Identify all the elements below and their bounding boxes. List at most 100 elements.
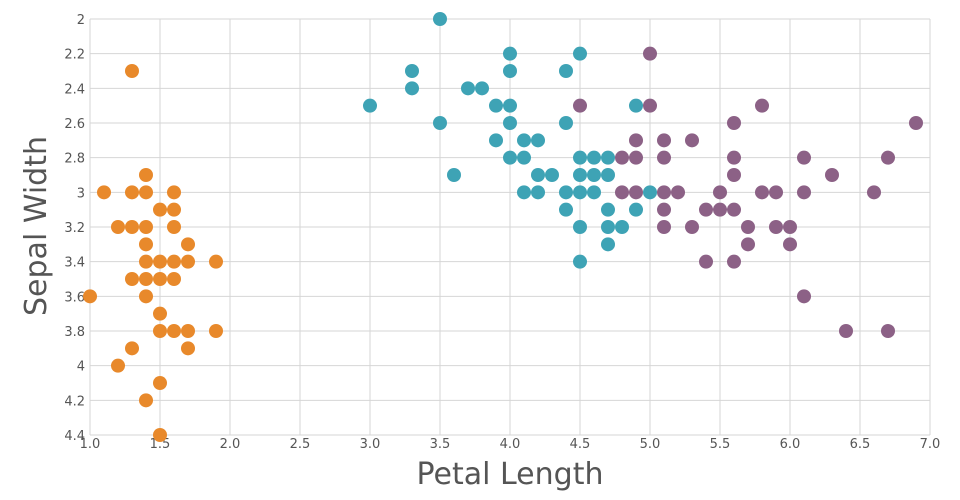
y-tick-label: 3.2 <box>64 221 85 236</box>
data-point <box>503 64 517 78</box>
data-point <box>405 64 419 78</box>
data-point <box>461 81 475 96</box>
data-point <box>587 150 601 165</box>
data-point <box>727 150 741 165</box>
data-point <box>769 220 783 234</box>
data-point <box>783 220 797 234</box>
data-point <box>909 116 923 130</box>
data-point <box>209 324 223 338</box>
y-tick-label: 3.6 <box>64 290 85 305</box>
data-point <box>769 185 783 200</box>
data-point <box>657 150 671 165</box>
data-point <box>713 202 727 217</box>
data-point <box>671 185 685 200</box>
data-point <box>153 254 167 269</box>
data-point <box>503 150 517 165</box>
y-tick-label: 2 <box>77 13 85 28</box>
x-tick-label: 5.5 <box>710 437 731 452</box>
y-tick-label: 2.6 <box>64 117 85 132</box>
data-point <box>167 220 181 234</box>
data-point <box>783 237 797 252</box>
data-point <box>699 254 713 269</box>
y-tick-label: 3.4 <box>64 256 85 271</box>
data-point <box>139 237 153 252</box>
x-tick-label: 3.0 <box>360 437 381 452</box>
y-axis-title: Sepal Width <box>19 136 54 316</box>
x-tick-label: 4.5 <box>570 437 591 452</box>
data-point <box>601 220 615 234</box>
series-2 <box>573 46 923 338</box>
x-axis-title: Petal Length <box>417 457 604 492</box>
data-point <box>125 185 139 200</box>
x-tick-label: 1.0 <box>80 437 101 452</box>
data-point <box>531 133 545 148</box>
y-tick-label: 4.4 <box>64 429 85 444</box>
data-point <box>629 185 643 200</box>
x-tick-label: 6.0 <box>780 437 801 452</box>
data-point <box>545 168 559 182</box>
data-point <box>573 150 587 165</box>
data-point <box>167 254 181 269</box>
data-point <box>755 98 769 113</box>
data-point <box>125 220 139 234</box>
data-point <box>685 220 699 234</box>
data-point <box>741 220 755 234</box>
y-tick-label: 2.4 <box>64 82 85 97</box>
data-point <box>657 133 671 148</box>
data-point <box>615 150 629 165</box>
data-point <box>97 185 111 200</box>
data-point <box>643 185 657 200</box>
data-point <box>433 116 447 130</box>
data-point <box>153 376 167 390</box>
data-point <box>629 202 643 217</box>
data-point <box>573 46 587 61</box>
data-point <box>559 202 573 217</box>
y-tick-label: 2.8 <box>64 152 85 167</box>
data-point <box>447 168 461 182</box>
data-point <box>181 254 195 269</box>
data-point <box>125 64 139 78</box>
data-point <box>125 341 139 356</box>
data-point <box>559 116 573 130</box>
x-tick-label: 4.0 <box>500 437 521 452</box>
data-point <box>181 324 195 338</box>
data-point <box>153 324 167 338</box>
data-point <box>181 341 195 356</box>
data-point <box>139 393 153 408</box>
data-point <box>881 150 895 165</box>
data-point <box>167 185 181 200</box>
data-point <box>573 98 587 113</box>
data-point <box>643 46 657 61</box>
data-point <box>125 272 139 286</box>
data-point <box>209 254 223 269</box>
data-points <box>83 12 923 442</box>
data-point <box>153 202 167 217</box>
data-point <box>83 289 97 304</box>
x-tick-label: 2.0 <box>220 437 241 452</box>
y-tick-label: 2.2 <box>64 48 85 63</box>
x-axis-ticks: 1.0 1.5 2.0 2.5 3.0 3.5 4.0 4.5 5.0 5.5 6.0 6.5 7.0 <box>80 437 941 452</box>
series-1 <box>363 12 657 269</box>
data-point <box>139 289 153 304</box>
data-point <box>167 202 181 217</box>
data-point <box>699 202 713 217</box>
data-point <box>559 64 573 78</box>
x-tick-label: 1.5 <box>150 437 171 452</box>
data-point <box>573 220 587 234</box>
x-tick-label: 3.5 <box>430 437 451 452</box>
data-point <box>825 168 839 182</box>
data-point <box>629 133 643 148</box>
data-point <box>643 98 657 113</box>
data-point <box>657 220 671 234</box>
data-point <box>517 185 531 200</box>
data-point <box>573 185 587 200</box>
data-point <box>629 98 643 113</box>
data-point <box>405 81 419 96</box>
data-point <box>517 133 531 148</box>
data-point <box>363 98 377 113</box>
data-point <box>503 98 517 113</box>
data-point <box>601 150 615 165</box>
data-point <box>573 168 587 182</box>
data-point <box>139 168 153 182</box>
data-point <box>797 150 811 165</box>
